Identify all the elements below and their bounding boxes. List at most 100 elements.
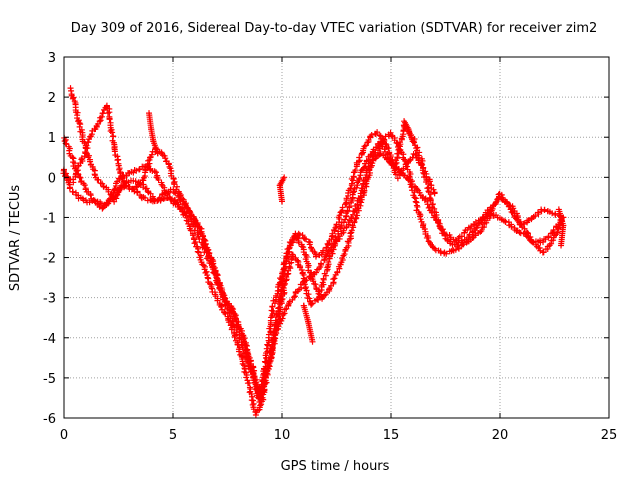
data-point: [556, 221, 563, 228]
data-point: [306, 241, 313, 248]
data-point: [298, 243, 305, 250]
data-point: [374, 129, 381, 136]
data-point: [534, 209, 541, 216]
data-point: [388, 132, 395, 139]
y-tick-label: -6: [43, 412, 56, 427]
data-point: [338, 208, 345, 215]
data-point: [289, 251, 296, 258]
data-point: [99, 180, 106, 187]
y-tick-label: -5: [43, 372, 56, 387]
data-point: [427, 197, 434, 204]
data-point: [143, 185, 150, 192]
data-point: [182, 201, 189, 208]
data-point: [368, 162, 375, 169]
data-point: [160, 195, 167, 202]
data-point: [308, 244, 315, 251]
data-point: [111, 186, 118, 193]
data-point: [236, 348, 243, 355]
data-point: [114, 157, 121, 164]
data-point: [98, 113, 105, 120]
data-point: [421, 225, 428, 232]
y-tick-label: 0: [48, 171, 56, 186]
data-point: [292, 232, 299, 239]
data-point: [219, 288, 226, 295]
data-point: [432, 213, 439, 220]
y-tick-label: -4: [43, 332, 56, 347]
data-point: [253, 386, 260, 393]
data-point: [104, 110, 111, 117]
data-point: [309, 300, 316, 307]
data-point: [367, 152, 374, 159]
data-point: [373, 144, 380, 151]
data-point: [340, 219, 347, 226]
data-point: [218, 303, 225, 310]
data-point: [411, 139, 418, 146]
data-point: [350, 207, 357, 214]
data-point: [69, 188, 76, 195]
data-point: [374, 141, 381, 148]
data-point: [356, 175, 363, 182]
data-point: [239, 346, 246, 353]
data-point: [417, 160, 424, 167]
data-point: [85, 138, 92, 145]
data-point: [262, 373, 269, 380]
data-point: [204, 247, 211, 254]
data-point: [508, 223, 515, 230]
x-tick-label: 20: [492, 428, 509, 443]
data-point: [216, 285, 223, 292]
data-point: [414, 203, 421, 210]
data-point: [426, 178, 433, 185]
data-point: [358, 150, 365, 157]
data-point: [417, 216, 424, 223]
data-point: [395, 142, 402, 149]
data-point: [382, 140, 389, 147]
data-point: [284, 271, 291, 278]
data-point: [344, 207, 351, 214]
data-point: [277, 304, 284, 311]
data-point: [278, 297, 285, 304]
plot-frame: [63, 56, 610, 419]
data-point: [75, 117, 82, 124]
data-marks: [60, 85, 567, 418]
data-point: [513, 215, 520, 222]
data-point: [83, 142, 90, 149]
data-point: [305, 291, 312, 298]
data-point: [349, 222, 356, 229]
data-point: [554, 229, 561, 236]
data-point: [243, 374, 250, 381]
data-point: [194, 248, 201, 255]
y-tick-label: 3: [48, 51, 56, 66]
x-tick-label: 0: [60, 428, 68, 443]
data-point: [431, 190, 438, 197]
data-point: [81, 182, 88, 189]
data-point: [349, 189, 356, 196]
data-point: [416, 189, 423, 196]
data-point: [300, 278, 307, 285]
data-point: [302, 284, 309, 291]
data-point: [282, 280, 289, 287]
data-point: [419, 161, 426, 168]
data-point: [279, 198, 285, 205]
chart-title: Day 309 of 2016, Sidereal Day-to-day VTE…: [71, 21, 598, 36]
data-point: [191, 240, 198, 247]
data-point: [300, 302, 307, 309]
data-point: [283, 274, 290, 281]
data-point: [133, 167, 140, 174]
data-point: [409, 138, 416, 145]
data-point: [330, 276, 337, 283]
data-point: [272, 331, 279, 338]
x-tick-label: 15: [383, 428, 400, 443]
data-point: [273, 326, 280, 333]
data-point: [478, 227, 485, 234]
y-tick-label: -2: [43, 252, 56, 267]
data-point: [312, 253, 319, 260]
data-point: [215, 281, 222, 288]
data-point: [87, 158, 94, 165]
data-point: [173, 183, 180, 190]
x-tick-label: 10: [274, 428, 291, 443]
data-point: [339, 204, 346, 211]
data-point: [334, 268, 341, 275]
x-tick-label: 25: [601, 428, 618, 443]
